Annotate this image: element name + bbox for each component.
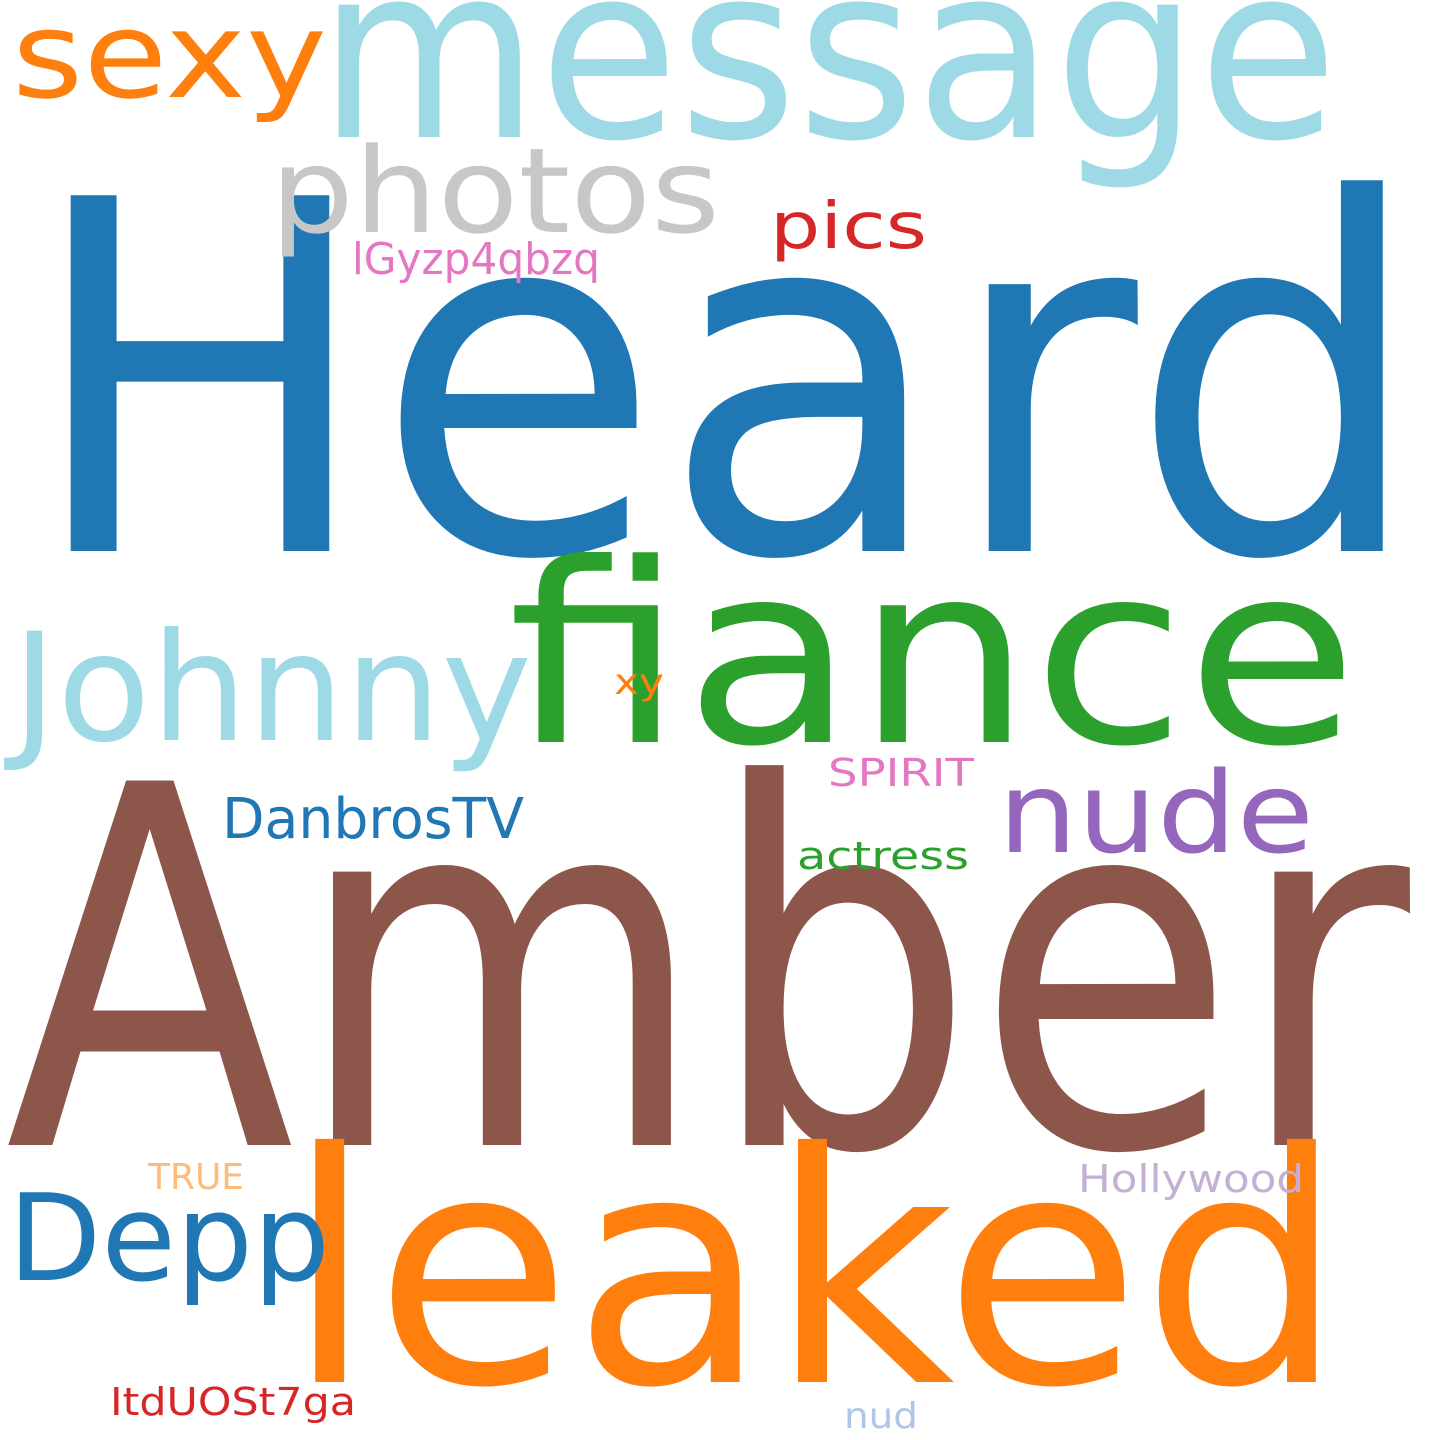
word-message: message — [318, 0, 1338, 195]
word-nud: nud — [844, 1396, 918, 1437]
word-hollywood: Hollywood — [1078, 1157, 1304, 1201]
word-lgyzp4qbzq: lGyzp4qbzq — [352, 234, 600, 285]
word-itduost7ga: ItdUOSt7ga — [110, 1380, 356, 1424]
word-true: TRUE — [147, 1157, 244, 1198]
word-nude: nude — [998, 749, 1314, 879]
word-xy: xy — [614, 662, 664, 703]
word-fiance: fiance — [508, 510, 1358, 801]
word-heard: Heard — [25, 99, 1425, 667]
word-danbrostv: DanbrosTV — [222, 787, 524, 852]
word-leaked: leaked — [285, 1086, 1345, 1440]
word-photos: photos — [270, 122, 720, 260]
word-depp: Depp — [8, 1170, 330, 1309]
word-pics: pics — [770, 190, 927, 264]
word-johnny: Johnny — [4, 602, 532, 776]
word-actress: actress — [797, 834, 969, 878]
word-spirit: SPIRIT — [828, 751, 975, 795]
word-sexy: sexy — [12, 0, 327, 126]
word-amber: Amber — [5, 681, 1415, 1263]
